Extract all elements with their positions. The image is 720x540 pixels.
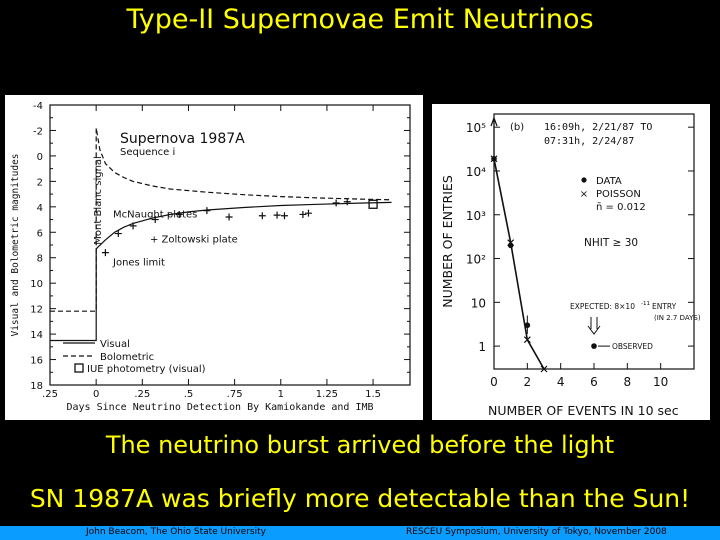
y-tick-label: 16: [30, 356, 43, 367]
data-upper-arrow: [490, 116, 498, 159]
y-tick-label: -4: [33, 101, 43, 112]
poisson-line: [493, 158, 545, 370]
y-tick-label: 4: [37, 203, 43, 214]
legend-data-swatch: [581, 177, 587, 183]
plus-point: [258, 212, 266, 220]
x-axis-label: NUMBER OF EVENTS IN 10 sec: [488, 403, 679, 418]
x-tick-label: .25: [42, 389, 58, 400]
x-tick-label: 1: [278, 389, 284, 400]
legend-poisson-swatch: ×: [580, 189, 588, 200]
x-tick-label: 1.5: [365, 389, 381, 400]
plus-point: [203, 207, 211, 215]
lightcurve-panel: -4 -2 0 2 4 6 8 10 12 14 16 18.25 0.25.5.75 1 1.25 1.5 D…: [5, 95, 423, 420]
x-tick-label: 10: [653, 375, 668, 389]
y-tick-label: 1: [478, 340, 486, 354]
iue-point: [368, 199, 378, 209]
plus-point: [273, 211, 281, 219]
mont-blanc-annotation: Mont Blanc signal: [93, 156, 104, 245]
data-point: [491, 155, 497, 162]
zoltowski-annotation: + Zoltowski plate: [150, 235, 238, 246]
expected-exponent: -11: [641, 301, 650, 307]
expected-sub: (IN 2.7 DAYS): [654, 314, 701, 322]
x-tick-label: 8: [624, 375, 632, 389]
y-tick-label: 12: [30, 305, 43, 316]
plus-point: [151, 216, 159, 224]
plus-point: [175, 210, 183, 218]
series-line-visual: [50, 201, 392, 342]
y-axis-label: Visual and Bolometric magnitudes: [10, 153, 21, 336]
observed-label: OBSERVED: [612, 342, 653, 351]
expected-label: EXPECTED: 8×10: [570, 302, 635, 311]
y-tick-label: 0: [37, 152, 43, 163]
y-tick-label: 10³: [466, 209, 486, 223]
nhit-label: NHIT ≥ 30: [584, 237, 638, 249]
y-tick-label: 10⁴: [466, 165, 486, 179]
x-axis-label: Days Since Neutrino Detection By Kamioka…: [66, 402, 373, 413]
x-tick-label: .75: [227, 389, 243, 400]
lightcurve-subtitle: Sequence i: [120, 147, 175, 158]
y-tick-label: -2: [33, 126, 43, 137]
poisson-point: [523, 336, 531, 344]
slide-title: Type-II Supernovae Emit Neutrinos: [126, 4, 594, 35]
y-tick-label: 14: [30, 330, 43, 341]
series-line-bolometric: [50, 127, 392, 312]
plus-point: [332, 199, 340, 207]
y-tick-label: 8: [37, 254, 43, 265]
time-to-label: 07:31h, 2/24/87: [544, 136, 634, 147]
legend-iue-swatch: [74, 363, 84, 373]
x-tick-label: 1.25: [316, 389, 338, 400]
plus-point: [304, 209, 312, 217]
plus-point: [114, 230, 122, 238]
mcnaught-annotation: McNaught plates: [113, 209, 197, 220]
panel-label: (b): [510, 122, 524, 133]
legend-nbar-label: n̄ = 0.012: [596, 202, 646, 213]
jones-annotation: Jones limit: [112, 258, 165, 269]
y-tick-label: 2: [37, 177, 43, 188]
observed-arrow: [587, 317, 601, 335]
plus-point: [280, 212, 288, 220]
time-from-label: 16:09h, 2/21/87 TO: [544, 122, 652, 133]
x-tick-label: .5: [184, 389, 194, 400]
x-tick-label: 0: [93, 389, 99, 400]
x-tick-label: 6: [590, 375, 598, 389]
plus-point: [225, 213, 233, 221]
expected-tail: ENTRY: [652, 302, 677, 311]
caption-neutrino-burst: The neutrino burst arrived before the li…: [105, 431, 615, 459]
lightcurve-title: Supernova 1987A: [120, 131, 245, 147]
data-point: [507, 242, 514, 249]
neutrino-panel: 1 10 10² 10³ 10⁴ 10⁵ 0 2 4 6 8 10 NUMBER OF EVENTS I…: [432, 104, 710, 420]
plus-point: [343, 198, 351, 206]
y-tick-label: 18: [30, 381, 43, 392]
legend-data-label: DATA: [596, 176, 622, 187]
x-tick-label: 0: [490, 375, 498, 389]
neutrino-histogram-chart: 1 10 10² 10³ 10⁴ 10⁵ 0 2 4 6 8 10 NUMBER OF EVENTS I…: [440, 113, 701, 418]
plus-point: [299, 210, 307, 218]
y-tick-label: 10⁵: [466, 121, 486, 135]
y-tick-label: 10: [30, 279, 43, 290]
plus-point: [101, 249, 109, 257]
footer-venue: RESCEU Symposium, University of Tokyo, N…: [406, 527, 667, 537]
poisson-point: [540, 365, 548, 373]
plus-point: [129, 222, 137, 230]
footer-author: John Beacom, The Ohio State University: [86, 527, 266, 537]
data-point: [591, 343, 597, 349]
caption-detectable: SN 1987A was briefly more detectable tha…: [29, 484, 691, 513]
legend-visual-label: Visual: [100, 339, 130, 350]
y-tick-label: 6: [37, 228, 43, 239]
x-tick-label: .25: [134, 389, 150, 400]
legend-poisson-label: POISSON: [596, 189, 641, 200]
footer-bar: John Beacom, The Ohio State University R…: [0, 526, 720, 540]
legend-bolometric-label: Bolometric: [100, 352, 154, 363]
x-tick-label: 2: [524, 375, 532, 389]
x-tick-label: 4: [557, 375, 565, 389]
y-axis-label: NUMBER OF ENTRIES: [440, 175, 455, 308]
y-tick-label: 10²: [466, 253, 486, 267]
legend-iue-label: IUE photometry (visual): [87, 364, 206, 375]
y-tick-label: 10: [471, 296, 486, 310]
